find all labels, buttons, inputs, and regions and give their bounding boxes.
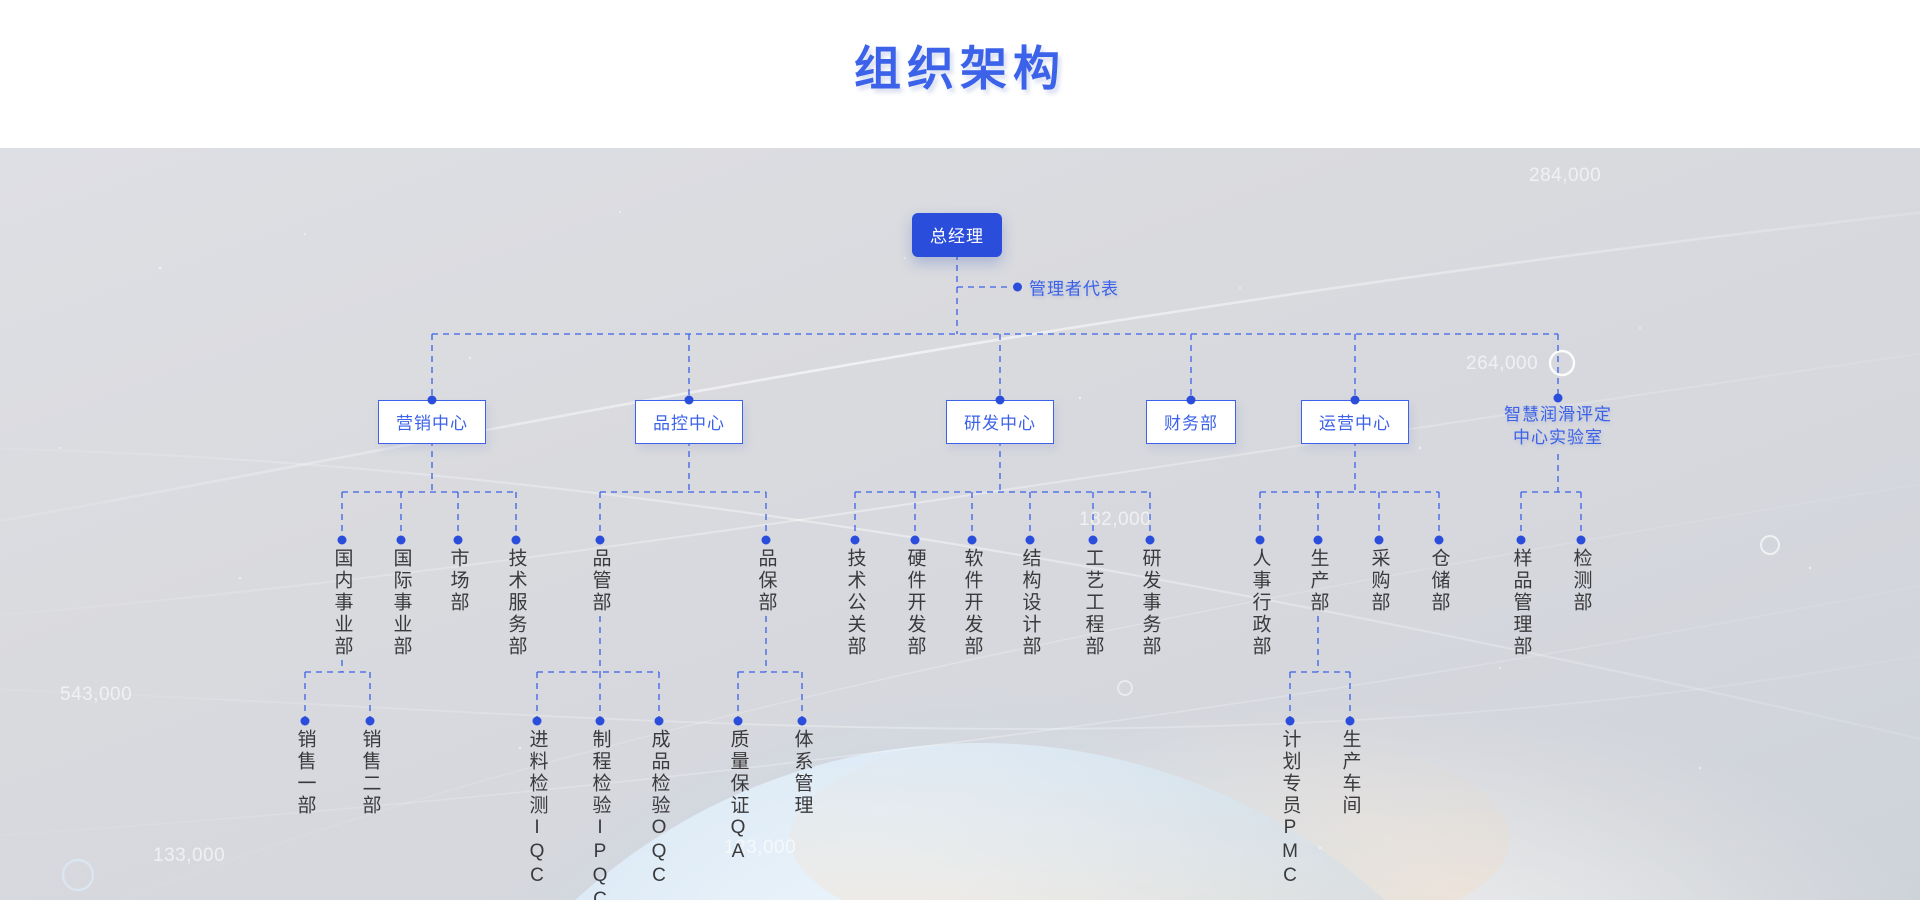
level2-node-dot bbox=[1186, 395, 1196, 405]
level3-node-dot bbox=[595, 535, 605, 545]
level3-node-dot bbox=[453, 535, 463, 545]
org-node-level4[interactable]: 成品检验OQC bbox=[648, 729, 670, 889]
level2-node-dot bbox=[1553, 393, 1563, 403]
org-node-level3[interactable]: 国内事业部 bbox=[331, 548, 353, 658]
connector-lines bbox=[304, 254, 1582, 721]
level3-node-dot bbox=[1576, 535, 1586, 545]
org-node-management-representative[interactable]: 管理者代表 bbox=[1013, 275, 1119, 300]
org-node-level3[interactable]: 市场部 bbox=[447, 548, 469, 614]
level2-node-dot bbox=[684, 395, 694, 405]
level4-node-dot bbox=[300, 716, 310, 726]
org-node-level3[interactable]: 软件开发部 bbox=[961, 548, 983, 658]
level4-node-dot bbox=[532, 716, 542, 726]
level4-node-dot bbox=[797, 716, 807, 726]
org-node-level3[interactable]: 人事行政部 bbox=[1249, 548, 1271, 658]
org-node-level3[interactable]: 生产部 bbox=[1307, 548, 1329, 614]
level4-node-dot bbox=[1345, 716, 1355, 726]
org-node-level2[interactable]: 运营中心 bbox=[1301, 400, 1409, 444]
org-node-level3[interactable]: 技术服务部 bbox=[505, 548, 527, 658]
page-header: 组织架构 bbox=[0, 0, 1920, 148]
level4-node-dot bbox=[654, 716, 664, 726]
level4-node-dot bbox=[365, 716, 375, 726]
level3-node-dot bbox=[1374, 535, 1384, 545]
staff-node-dot bbox=[1013, 282, 1022, 292]
level3-node-dot bbox=[1313, 535, 1323, 545]
level3-node-dot bbox=[910, 535, 920, 545]
level2-node-dot bbox=[427, 395, 437, 405]
org-node-level2[interactable]: 财务部 bbox=[1146, 400, 1236, 444]
level3-node-dot bbox=[1255, 535, 1265, 545]
org-node-level3[interactable]: 国际事业部 bbox=[390, 548, 412, 658]
org-node-level4[interactable]: 制程检验IPQC bbox=[589, 729, 611, 900]
level3-node-dot bbox=[1516, 535, 1526, 545]
chart-stage: 284,000 264,000 182,000 123,000 543,000 133,0… bbox=[0, 148, 1920, 900]
org-node-level4[interactable]: 体系管理 bbox=[791, 729, 813, 817]
org-node-level3[interactable]: 硬件开发部 bbox=[904, 548, 926, 658]
org-node-root[interactable]: 总经理 bbox=[912, 213, 1002, 257]
level3-node-dot bbox=[1434, 535, 1444, 545]
org-node-level3[interactable]: 结构设计部 bbox=[1019, 548, 1041, 658]
org-node-level3[interactable]: 品保部 bbox=[755, 548, 777, 614]
level2-node-dot bbox=[1350, 395, 1360, 405]
org-node-level4[interactable]: 质量保证QA bbox=[727, 729, 749, 865]
org-node-level4[interactable]: 销售一部 bbox=[294, 729, 316, 817]
level3-node-dot bbox=[1088, 535, 1098, 545]
org-node-level2[interactable]: 营销中心 bbox=[378, 400, 486, 444]
org-node-level3[interactable]: 检测部 bbox=[1570, 548, 1592, 614]
org-node-label-line: 中心实验室 bbox=[1513, 427, 1603, 447]
level4-node-dot bbox=[1285, 716, 1295, 726]
org-node-level4[interactable]: 计划专员PMC bbox=[1279, 729, 1301, 889]
level3-node-dot bbox=[337, 535, 347, 545]
org-node-level2[interactable]: 品控中心 bbox=[635, 400, 743, 444]
org-node-level2[interactable]: 研发中心 bbox=[946, 400, 1054, 444]
org-node-level3[interactable]: 品管部 bbox=[589, 548, 611, 614]
level3-node-dot bbox=[396, 535, 406, 545]
level3-node-dot bbox=[967, 535, 977, 545]
org-node-label: 管理者代表 bbox=[1029, 279, 1119, 299]
level3-node-dot bbox=[850, 535, 860, 545]
org-node-level4[interactable]: 生产车间 bbox=[1339, 729, 1361, 817]
level4-node-dot bbox=[595, 716, 605, 726]
org-node-level3[interactable]: 仓储部 bbox=[1428, 548, 1450, 614]
level2-node-dot bbox=[995, 395, 1005, 405]
org-node-level3[interactable]: 工艺工程部 bbox=[1082, 548, 1104, 658]
org-node-level4[interactable]: 销售二部 bbox=[359, 729, 381, 817]
page-title: 组织架构 bbox=[854, 42, 1066, 95]
org-chart-nodes: 总经理管理者代表营销中心 品控中心 研发中心 财务部 运营中心 智慧润滑评定 中心实验室国内… bbox=[0, 148, 1920, 900]
org-node-level3[interactable]: 样品管理部 bbox=[1510, 548, 1532, 658]
org-node-label-line: 智慧润滑评定 bbox=[1504, 405, 1612, 424]
org-node-level4[interactable]: 进料检测IQC bbox=[526, 729, 548, 889]
org-node-level3[interactable]: 技术公关部 bbox=[844, 548, 866, 658]
org-node-level3[interactable]: 研发事务部 bbox=[1139, 548, 1161, 658]
org-node-level3[interactable]: 采购部 bbox=[1368, 548, 1390, 614]
level3-node-dot bbox=[1025, 535, 1035, 545]
level3-node-dot bbox=[761, 535, 771, 545]
level4-node-dot bbox=[733, 716, 743, 726]
background-graphic bbox=[0, 211, 1920, 900]
org-node-level2[interactable]: 智慧润滑评定 中心实验室 bbox=[1504, 404, 1612, 450]
level3-node-dot bbox=[511, 535, 521, 545]
level3-node-dot bbox=[1145, 535, 1155, 545]
